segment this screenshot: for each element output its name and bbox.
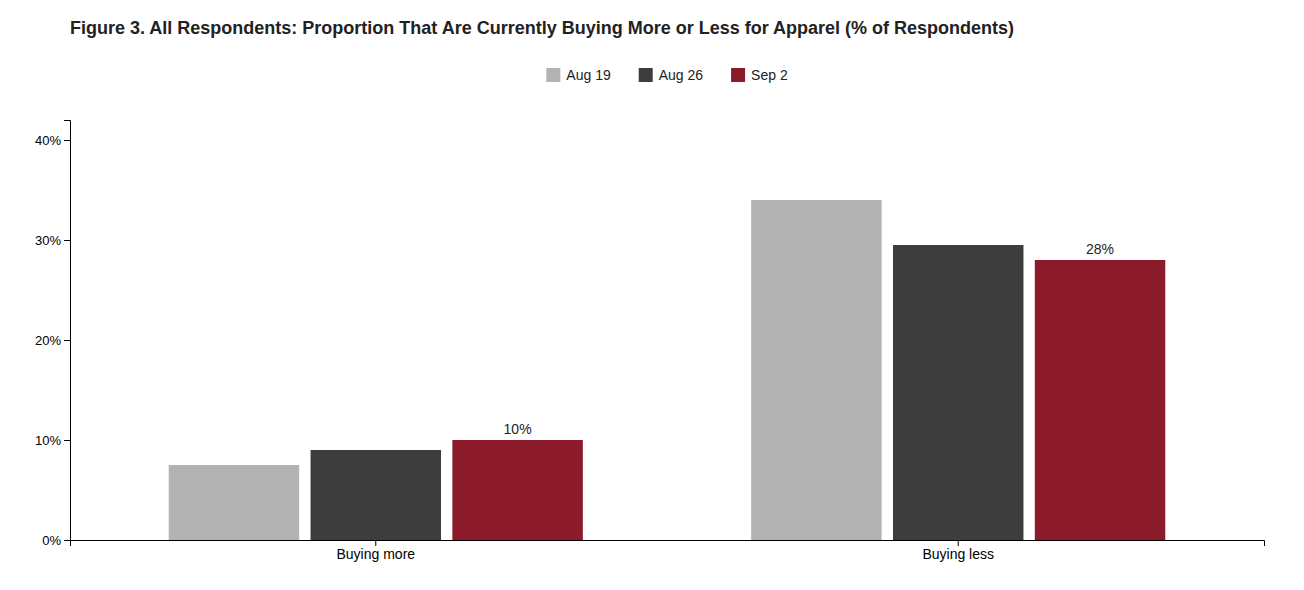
x-tick-label: Buying more	[336, 546, 415, 562]
plot: 0% 10% 20% 30% 40% Buying more Buying less 10% 2…	[35, 121, 1265, 562]
y-tick-label: 30%	[35, 233, 61, 248]
y-tick-mark	[64, 540, 70, 541]
y-axis-line	[64, 121, 71, 541]
y-tick-label: 0%	[42, 533, 61, 548]
y-tick-mark	[64, 140, 70, 141]
y-tick: 0%	[42, 533, 70, 548]
bar	[1035, 260, 1165, 540]
y-axis: 0% 10% 20% 30% 40%	[35, 121, 71, 548]
y-tick: 10%	[35, 433, 70, 448]
y-tick-label: 40%	[35, 133, 61, 148]
legend: Aug 19 Aug 26 Sep 2	[546, 67, 788, 83]
data-label: 28%	[1086, 241, 1114, 257]
y-tick: 20%	[35, 333, 70, 348]
chart: Figure 3. All Respondents: Proportion Th…	[0, 0, 1304, 590]
x-axis-line	[71, 541, 1265, 547]
y-tick-label: 20%	[35, 333, 61, 348]
legend-item: Aug 19	[546, 67, 611, 83]
legend-swatch	[639, 68, 653, 82]
legend-item: Sep 2	[731, 67, 788, 83]
y-tick-mark	[64, 240, 70, 241]
legend-swatch	[546, 68, 560, 82]
legend-item: Aug 26	[639, 67, 704, 83]
data-label: 10%	[504, 421, 532, 437]
x-tick-label: Buying less	[922, 546, 994, 562]
y-tick: 40%	[35, 133, 70, 148]
x-axis: Buying more Buying less	[71, 540, 1265, 562]
legend-label: Sep 2	[751, 67, 788, 83]
legend-label: Aug 19	[566, 67, 611, 83]
y-tick: 30%	[35, 233, 70, 248]
bar	[169, 465, 299, 540]
bar	[751, 200, 881, 540]
data-labels: 10% 28%	[504, 241, 1114, 437]
legend-label: Aug 26	[659, 67, 704, 83]
bar	[311, 450, 441, 540]
title: Figure 3. All Respondents: Proportion Th…	[70, 18, 1014, 38]
bar	[452, 440, 582, 540]
legend-swatch	[731, 68, 745, 82]
x-tick: Buying less	[922, 540, 994, 562]
y-tick-mark	[64, 440, 70, 441]
y-tick-label: 10%	[35, 433, 61, 448]
bar	[893, 245, 1023, 540]
bars	[169, 200, 1166, 540]
x-tick: Buying more	[336, 540, 415, 562]
y-tick-mark	[64, 340, 70, 341]
